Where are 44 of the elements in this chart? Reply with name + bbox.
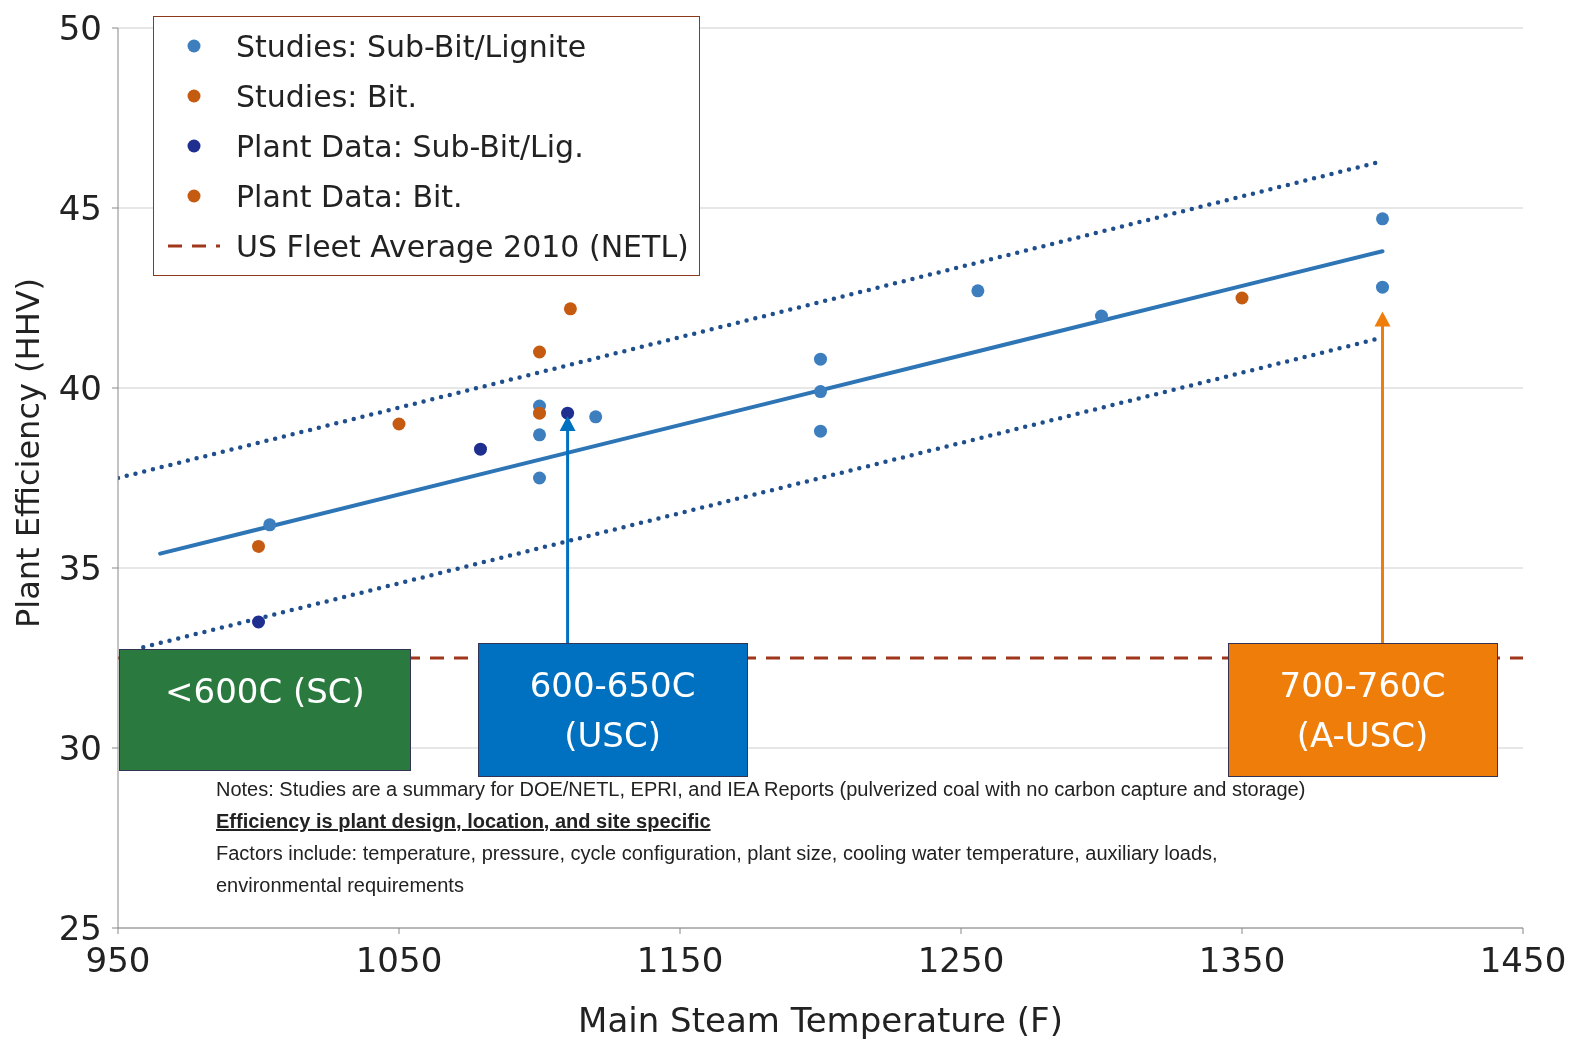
legend-label: Plant Data: Bit. <box>236 178 463 214</box>
y-tick-label: 40 <box>58 368 102 409</box>
point <box>1376 280 1389 294</box>
point <box>814 385 827 399</box>
legend-label: Studies: Sub-Bit/Lignite <box>236 28 587 64</box>
point <box>814 424 827 438</box>
annotation: Efficiency is plant design, location, and site specific <box>216 809 712 834</box>
point <box>392 417 406 431</box>
legend-label: US Fleet Average 2010 (NETL) <box>236 228 689 264</box>
point <box>533 428 546 442</box>
point <box>473 442 487 456</box>
y-tick-label: 45 <box>58 188 102 229</box>
point <box>263 518 277 532</box>
x-tick-label: 1050 <box>355 940 443 981</box>
legend-label: Studies: Bit. <box>236 78 418 114</box>
point <box>589 410 603 424</box>
point <box>561 406 575 420</box>
annotation: Factors include: temperature, pressure, cycle configuration, plant size, cooling water temperature, auxiliary loads, environmental requirements <box>216 841 1219 898</box>
label-box: <600C (SC) <box>119 649 411 771</box>
point <box>814 352 827 366</box>
x-tick-label: 950 <box>85 940 151 981</box>
point <box>1376 212 1389 226</box>
y-tick-label: 30 <box>58 728 102 769</box>
point <box>252 615 265 629</box>
point <box>533 345 546 359</box>
x-tick-label: 1250 <box>917 940 1005 981</box>
x-tick-label: 1350 <box>1198 940 1286 981</box>
x-axis-title: Main Steam Temperature (F) <box>578 1000 1063 1040</box>
y-tick-label: 35 <box>58 548 102 589</box>
legend-label: Plant Data: Sub-Bit/Lig. <box>236 128 584 164</box>
point <box>533 471 546 485</box>
point <box>971 284 985 298</box>
label-box: 700-760C (A-USC) <box>1227 643 1498 777</box>
y-axis-title: Plant Efficiency (HHV) <box>9 277 48 628</box>
label-box: 600-650C (USC) <box>477 643 748 777</box>
annotation: Notes: Studies are a summary for DOE/NETL, EPRI, and IEA Reports (pulverized coal with no carbon capture and storage) <box>216 777 1307 802</box>
y-tick-label: 50 <box>58 8 102 49</box>
point <box>1095 309 1108 323</box>
point <box>533 406 546 420</box>
x-tick-label: 1450 <box>1479 940 1567 981</box>
point <box>252 539 265 553</box>
point <box>1235 291 1249 305</box>
x-tick-label: 1150 <box>636 940 724 981</box>
point <box>563 302 577 316</box>
